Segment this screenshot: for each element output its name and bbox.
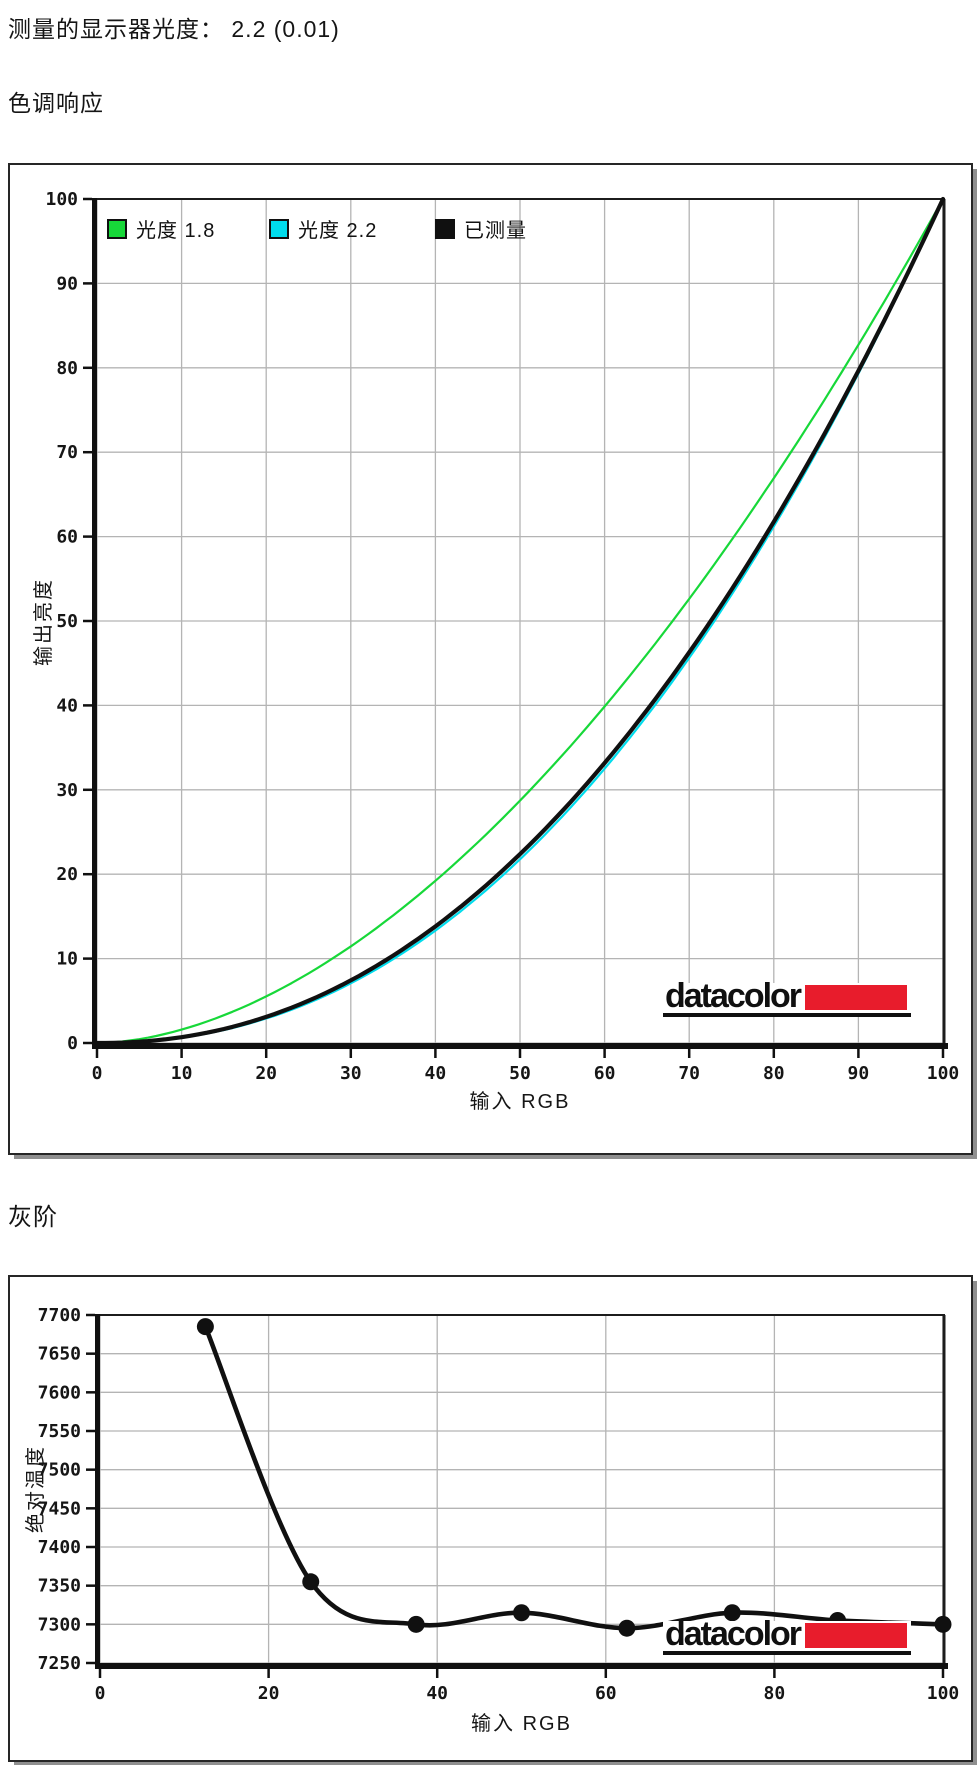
- data-point-marker: [513, 1604, 530, 1622]
- legend-label: 光度 2.2: [298, 220, 378, 242]
- y-tick-label: 90: [56, 273, 78, 294]
- legend-item-3: 已测量: [435, 214, 527, 243]
- tone-response-xlabel: 输入 RGB: [469, 1091, 571, 1113]
- data-point-marker: [407, 1615, 425, 1633]
- x-tick-label: 50: [509, 1063, 531, 1084]
- data-point-marker: [302, 1573, 320, 1591]
- grayscale-panel: 7250 7300 7350 7400 7450 7500 7550 7600 7650 7700…: [8, 1275, 973, 1762]
- y-tick-label: 30: [56, 780, 78, 801]
- x-tick-label: 0: [92, 1063, 103, 1084]
- x-tick-label: 40: [426, 1683, 448, 1704]
- x-tick-label: 80: [763, 1063, 785, 1084]
- x-tick-label: 10: [171, 1063, 193, 1084]
- x-tick-label: 20: [258, 1683, 280, 1704]
- y-tick-label: 7350: [38, 1576, 81, 1597]
- datacolor-logo-text-2: datacolor: [665, 1615, 802, 1653]
- legend-item-1: 光度 1.8: [107, 214, 215, 243]
- legend-item-2: 光度 2.2: [269, 214, 377, 243]
- section-title-tone-response: 色调响应: [8, 90, 104, 116]
- y-tick-label: 7650: [38, 1344, 81, 1365]
- x-tick-label: 70: [678, 1063, 700, 1084]
- x-tick-label: 90: [848, 1063, 870, 1084]
- y-tick-label: 7450: [38, 1498, 81, 1519]
- data-point-marker: [723, 1604, 741, 1622]
- x-tick-label: 100: [927, 1063, 960, 1084]
- legend-swatch-icon: [269, 218, 289, 239]
- x-tick-label: 80: [764, 1683, 786, 1704]
- grayscale-chart: 7250 7300 7350 7400 7450 7500 7550 7600 7650 7700…: [38, 1305, 960, 1704]
- x-tick-label: 20: [255, 1063, 277, 1084]
- y-tick-label: 60: [56, 527, 78, 548]
- y-tick-label: 50: [56, 611, 78, 632]
- x-tick-label: 60: [595, 1683, 617, 1704]
- legend-label: 光度 1.8: [136, 220, 216, 242]
- datacolor-logo-red-block-2: [805, 1622, 908, 1648]
- y-tick-label: 7550: [38, 1421, 81, 1442]
- y-tick-label: 80: [56, 358, 78, 379]
- legend-label: 已测量: [464, 220, 527, 242]
- datacolor-logo-2: datacolor: [663, 1615, 912, 1655]
- y-tick-label: 7500: [38, 1460, 81, 1481]
- x-tick-label: 40: [425, 1063, 447, 1084]
- y-tick-label: 7250: [38, 1653, 81, 1674]
- y-tick-label: 7300: [38, 1614, 81, 1635]
- y-tick-label: 10: [56, 949, 78, 970]
- legend-swatch-icon: [107, 218, 127, 239]
- series-line: [203, 1324, 946, 1631]
- x-axis: [92, 1043, 948, 1049]
- legend-swatch-icon: [435, 218, 455, 239]
- y-axis: [92, 198, 97, 1049]
- measured-gamma-heading: 测量的显示器光度： 2.2 (0.01): [8, 16, 340, 42]
- datacolor-logo-red-block: [805, 984, 908, 1010]
- datacolor-logo-text: datacolor: [665, 977, 802, 1015]
- x-tick-label: 100: [927, 1683, 960, 1704]
- y-tick-label: 70: [56, 442, 78, 463]
- datacolor-logo: datacolor: [663, 977, 912, 1017]
- tone-response-chart: 0 10 20 30 40 50 60 70 80 90 100 0 10 20 30 40 50 60 70 80 9…: [45, 189, 960, 1084]
- data-point-marker: [934, 1615, 952, 1633]
- tone-response-ylabel: 输出亮度: [33, 578, 55, 666]
- x-tick-label: 0: [95, 1683, 106, 1704]
- y-tick-label: 7700: [38, 1305, 81, 1326]
- section-title-grayscale: 灰阶: [8, 1204, 58, 1231]
- data-point-marker: [618, 1619, 636, 1637]
- y-tick-label: 0: [67, 1033, 78, 1054]
- x-tick-label: 60: [594, 1063, 616, 1084]
- y-tick-label: 20: [56, 864, 78, 885]
- tone-response-panel: 0 10 20 30 40 50 60 70 80 90 100 0 10 20 30 40 50 60 70 80 9…: [8, 163, 973, 1155]
- x-tick-label: 30: [340, 1063, 362, 1084]
- y-axis: [95, 1314, 100, 1669]
- y-tick-label: 7400: [38, 1537, 81, 1558]
- x-axis: [95, 1663, 948, 1669]
- y-tick-label: 7600: [38, 1382, 81, 1403]
- y-tick-label: 40: [56, 695, 78, 716]
- grayscale-xlabel: 输入 RGB: [471, 1713, 572, 1735]
- y-tick-label: 100: [45, 189, 78, 210]
- series-line: [95, 197, 945, 1045]
- series-line: [94, 196, 946, 1046]
- grayscale-ylabel: 绝对温度: [25, 1445, 47, 1533]
- data-point-marker: [196, 1318, 214, 1336]
